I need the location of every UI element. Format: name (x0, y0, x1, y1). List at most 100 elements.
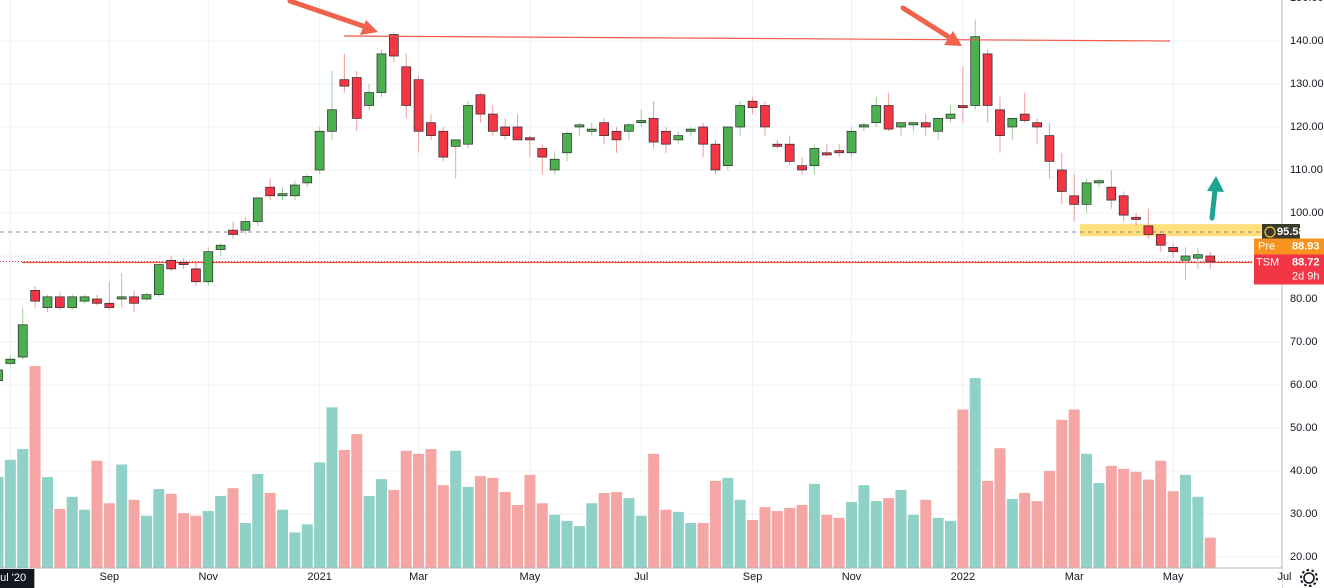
volume-bar (907, 514, 919, 568)
volume-bar (165, 493, 177, 568)
volume-bar (239, 523, 251, 568)
volume-bar (1155, 460, 1167, 568)
candle-body (166, 259, 177, 270)
volume-bar (722, 477, 734, 568)
volume-bar (91, 460, 103, 568)
candle-body (722, 126, 733, 167)
y-tick-label: 110.00 (1290, 164, 1323, 176)
candle-body (735, 105, 746, 128)
volume-bar (524, 474, 536, 568)
candle-body (673, 135, 684, 141)
volume-bar (190, 515, 202, 568)
volume-bar (611, 492, 622, 568)
x-tick-label: May (520, 571, 541, 583)
candle-body (5, 358, 16, 364)
candle-body (265, 186, 275, 197)
candle-body (896, 122, 906, 128)
candle-body (846, 130, 857, 154)
candle-body (920, 122, 931, 128)
y-tick-label: 80.00 (1290, 293, 1318, 305)
candle-body (153, 264, 164, 296)
volume-bar (351, 434, 363, 568)
candle-body (54, 296, 65, 308)
candle-body (364, 92, 374, 106)
candle-body (661, 130, 671, 145)
candle-body (191, 268, 201, 283)
volume-bar (1192, 496, 1204, 568)
candle-body (327, 109, 337, 132)
time-axis-panel (0, 568, 1282, 588)
volume-bar (487, 477, 499, 568)
volume-bar (623, 498, 635, 568)
candle-body (104, 302, 115, 308)
candle-body (463, 105, 473, 145)
candle-body (426, 122, 436, 136)
volume-bar (178, 513, 190, 568)
price-axis-panel (1282, 0, 1324, 588)
candle-body (933, 118, 943, 132)
volume-bar (747, 520, 759, 568)
x-tick-label: 2022 (951, 571, 975, 583)
volume-bar (1142, 479, 1154, 568)
candle-body (562, 133, 572, 154)
volume-bar (957, 409, 969, 568)
candle-body (685, 128, 696, 132)
volume-bar (17, 449, 29, 568)
volume-bar (685, 523, 697, 568)
bar-countdown: 2d 9h (1292, 270, 1320, 282)
volume-bar (153, 489, 165, 568)
y-tick-label: 100.00 (1290, 207, 1324, 219)
volume-bar (1204, 537, 1216, 568)
candle-body (228, 229, 238, 235)
volume-bar (1167, 491, 1179, 568)
volume-bar (277, 509, 289, 568)
y-tick-label: 60.00 (1290, 379, 1318, 391)
candle-body (1069, 195, 1080, 205)
candle-body (1205, 255, 1216, 262)
candle-body (240, 221, 251, 231)
settings-button[interactable] (1300, 569, 1318, 587)
y-tick-label: 150.00 (1290, 0, 1324, 4)
candle-body (908, 122, 919, 126)
volume-bar (586, 503, 598, 568)
candle-body (1081, 182, 1092, 205)
volume-bar (1180, 474, 1192, 568)
candle-body (1032, 122, 1042, 128)
candle-body (821, 152, 832, 156)
candle-body (549, 158, 560, 171)
candle-body (883, 105, 894, 130)
candle-body (475, 94, 486, 115)
volume-bar (846, 501, 858, 568)
candle-body (388, 34, 399, 57)
candle-body (1044, 135, 1055, 162)
volume-bar (895, 489, 907, 568)
volume-bar (103, 503, 115, 568)
candle-body (351, 77, 362, 119)
candle-body (537, 148, 548, 158)
volume-bar (79, 509, 91, 568)
x-tick-label: Nov (842, 571, 862, 583)
candle-body (79, 296, 90, 302)
volume-bar (969, 378, 981, 568)
x-tick-label: Mar (1065, 571, 1084, 583)
candle-body (1106, 186, 1117, 201)
last-price: 88.72 (1292, 256, 1320, 268)
volume-bar (338, 449, 350, 568)
candle-body (42, 296, 53, 308)
volume-bar (400, 450, 412, 568)
volume-bar (128, 499, 140, 568)
volume-bar (388, 489, 400, 568)
candle-body (290, 184, 300, 197)
alert-label: 95.58 (1277, 226, 1305, 238)
volume-bar (808, 483, 820, 568)
volume-bar (573, 526, 585, 568)
volume-bar (1118, 468, 1130, 568)
crosshair-date-box (0, 569, 35, 588)
candle-body (995, 109, 1005, 136)
x-tick-label: May (1163, 571, 1184, 583)
y-tick-label: 30.00 (1290, 508, 1318, 520)
candle-body (599, 122, 609, 136)
annotation-arrow (1207, 176, 1224, 221)
annotation-arrow (900, 5, 962, 46)
volume-bar (512, 504, 524, 568)
